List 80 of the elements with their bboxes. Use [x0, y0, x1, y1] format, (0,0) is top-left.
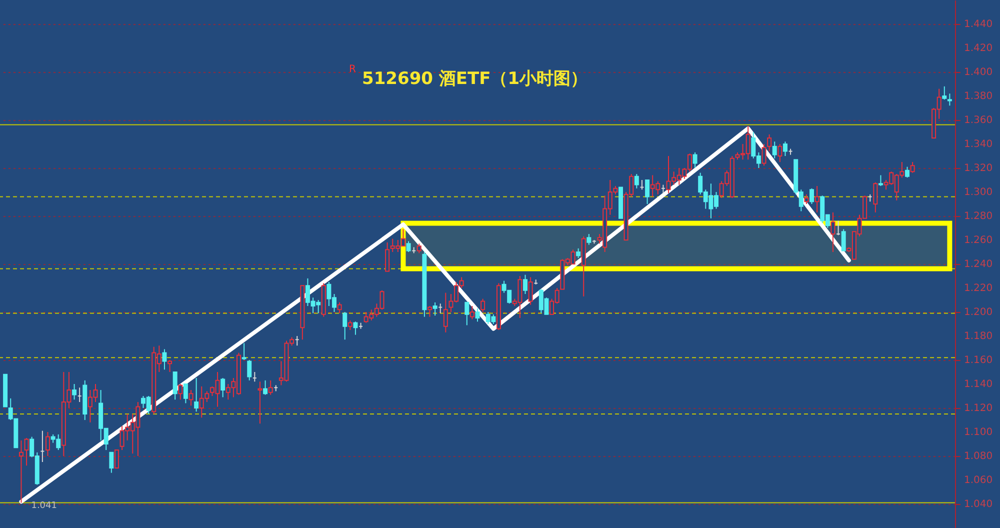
candlestick	[114, 450, 119, 468]
candlestick	[46, 432, 50, 456]
annotation: 1.041	[31, 500, 57, 511]
candlestick	[692, 152, 698, 168]
candlestick	[168, 360, 172, 372]
y-tick-label: 1.420	[964, 43, 993, 54]
candlestick	[947, 93, 952, 106]
candlestick	[109, 452, 114, 474]
candlestick	[172, 372, 178, 400]
annotation: R	[349, 64, 356, 75]
candlestick	[18, 440, 24, 504]
candlestick	[586, 234, 592, 246]
y-tick-label: 1.120	[964, 403, 993, 414]
candlestick	[194, 378, 199, 412]
candlestick	[772, 141, 777, 159]
candlestick	[942, 86, 947, 100]
y-tick-label: 1.300	[964, 187, 993, 198]
y-tick-label: 1.440	[964, 19, 993, 30]
candlestick	[576, 248, 581, 258]
y-tick-label: 1.400	[964, 67, 993, 78]
candlestick	[470, 306, 474, 320]
candlestick	[873, 182, 878, 213]
candlestick	[878, 174, 883, 186]
candlestick	[268, 380, 273, 396]
candlestick	[242, 342, 246, 360]
candlestick	[645, 180, 650, 204]
y-tick-label: 1.200	[964, 307, 993, 318]
y-tick-label: 1.280	[964, 211, 993, 222]
candlestick	[24, 438, 29, 466]
candlestick	[523, 274, 528, 294]
candlestick	[406, 240, 411, 252]
candlestick	[767, 134, 772, 152]
candlestick	[247, 360, 252, 381]
candlestick	[830, 212, 836, 252]
y-tick-label: 1.180	[964, 331, 993, 342]
candlestick	[183, 384, 188, 404]
candlestick	[475, 308, 480, 322]
text: 512690 酒ETF（1小时图）	[362, 69, 588, 89]
candlestick	[464, 302, 470, 326]
y-tick-label: 1.080	[964, 451, 993, 462]
y-tick-label: 1.340	[964, 139, 993, 150]
y-tick-label: 1.260	[964, 235, 993, 246]
y-tick-label: 1.040	[964, 499, 993, 510]
candlestick	[428, 306, 432, 318]
candlestick	[480, 298, 486, 312]
candlestick	[72, 384, 77, 400]
candlestick	[348, 320, 352, 330]
candlestick	[220, 378, 226, 398]
candlestick	[162, 348, 167, 370]
candlestick	[841, 228, 846, 252]
y-tick-label: 1.220	[964, 283, 993, 294]
y-tick-label: 1.160	[964, 355, 993, 366]
candlestick	[528, 276, 533, 306]
candlestick	[778, 144, 782, 162]
candlestick	[263, 380, 268, 396]
y-tick-label: 1.100	[964, 427, 993, 438]
candlestick	[385, 242, 390, 272]
candlestick	[432, 302, 438, 316]
y-tick-label: 1.360	[964, 115, 993, 126]
candlestick	[416, 243, 422, 254]
y-tick-label: 1.060	[964, 475, 993, 486]
y-tick-label: 1.380	[964, 91, 993, 102]
candlestick	[258, 381, 262, 424]
candlestick	[762, 144, 766, 166]
candlestick	[814, 186, 820, 213]
candlestick	[337, 302, 342, 314]
y-tick-label: 1.320	[964, 163, 993, 174]
candlestick	[810, 188, 814, 204]
candlestick	[905, 166, 910, 178]
candlestick	[443, 292, 448, 333]
candlestick	[188, 390, 194, 406]
candlestick	[342, 312, 348, 340]
y-tick-label: 1.240	[964, 259, 993, 270]
candlestick	[804, 194, 809, 204]
candlestick	[782, 141, 788, 156]
y-tick-label: 1.140	[964, 379, 993, 390]
candlestick	[910, 162, 915, 174]
candlestick	[634, 174, 639, 189]
candlestick	[353, 321, 358, 336]
candlestick	[178, 384, 183, 400]
